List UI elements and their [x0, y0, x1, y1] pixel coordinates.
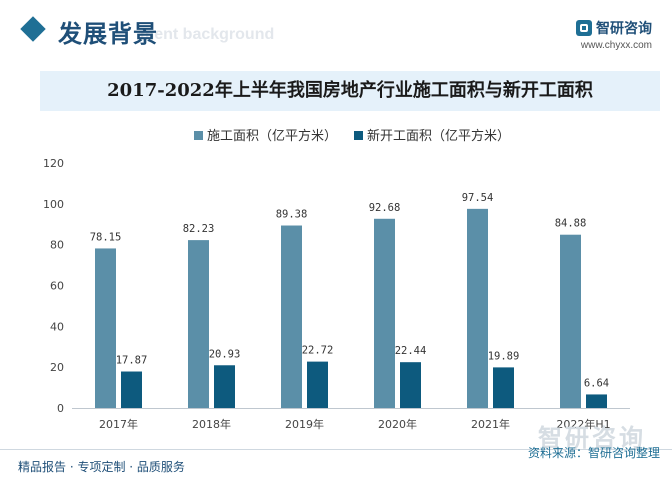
y-tick-label: 80 [50, 239, 64, 252]
x-tick-label: 2019年 [285, 417, 324, 431]
footer-tagline: 精品报告 · 专项定制 · 品质服务 [18, 460, 185, 474]
source-watermark: 智研咨询 [538, 424, 646, 452]
y-tick-label: 60 [50, 280, 64, 293]
brand-logo: 智研咨询 www.chyxx.com [576, 18, 652, 51]
logo-icon [576, 20, 592, 36]
y-tick-label: 0 [57, 402, 64, 415]
legend-label: 施工面积（亿平方米） [207, 128, 337, 144]
x-tick-label: 2022年H1 [556, 417, 610, 431]
logo-url: www.chyxx.com [580, 40, 652, 51]
section-title: 发展背景 [58, 20, 158, 48]
bar [374, 218, 395, 408]
data-source: 资料来源：智研咨询整理 [527, 446, 660, 460]
bar [307, 361, 328, 408]
y-tick-label: 40 [50, 320, 64, 333]
bar [467, 208, 488, 408]
bar [121, 371, 142, 408]
logo-name: 智研咨询 [596, 21, 652, 37]
legend-label: 新开工面积（亿平方米） [367, 128, 510, 144]
data-label: 22.72 [302, 345, 334, 357]
data-label: 22.44 [395, 345, 427, 357]
chart-title: 2017-2022年上半年我国房地产行业施工面积与新开工面积 [107, 80, 593, 101]
data-label: 6.64 [584, 377, 609, 389]
legend-swatch [354, 131, 363, 140]
bar [400, 362, 421, 408]
x-tick-label: 2017年 [99, 417, 138, 431]
bar [95, 248, 116, 408]
x-tick-label: 2018年 [192, 417, 231, 431]
x-tick-label: 2020年 [378, 417, 417, 431]
data-label: 20.93 [209, 348, 241, 360]
data-label: 97.54 [462, 192, 494, 204]
bar [214, 365, 235, 408]
section-header: ment background 发展背景 智研咨询 www.chyxx.com [0, 0, 672, 62]
data-label: 89.38 [276, 209, 308, 221]
data-label: 17.87 [116, 355, 148, 367]
data-label: 78.15 [90, 231, 122, 243]
y-tick-label: 100 [43, 198, 64, 211]
bar [281, 225, 302, 408]
section-watermark: ment background [140, 26, 275, 43]
bar [586, 394, 607, 408]
chart-title-bar: 2017-2022年上半年我国房地产行业施工面积与新开工面积 [40, 71, 660, 111]
y-tick-label: 20 [50, 361, 64, 374]
data-label: 19.89 [488, 350, 520, 362]
legend-swatch [194, 131, 203, 140]
footer-divider [0, 449, 672, 450]
bar [493, 367, 514, 408]
x-tick-label: 2021年 [471, 417, 510, 431]
bar [560, 234, 581, 408]
data-label: 84.88 [555, 218, 587, 230]
y-tick-label: 120 [43, 157, 64, 170]
data-label: 82.23 [183, 223, 215, 235]
data-label: 92.68 [369, 202, 401, 214]
bar [188, 240, 209, 408]
